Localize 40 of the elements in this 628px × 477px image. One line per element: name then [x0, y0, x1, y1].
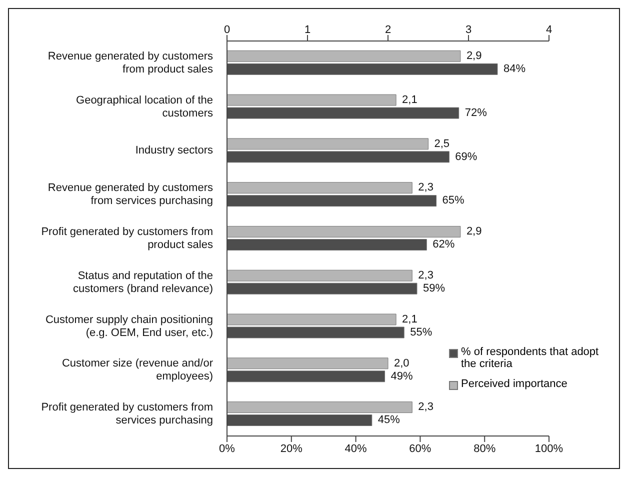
data-label: 65%	[442, 194, 465, 207]
x2-tick-label: 1	[304, 24, 311, 36]
x-tick-label: 0%	[219, 442, 236, 455]
data-label: 2,0	[394, 357, 410, 370]
data-label: 72%	[464, 106, 488, 119]
data-label: 49%	[390, 370, 414, 382]
y-tick-label: Customer supply chain positioning (e.g. OEM, End user, etc.)	[45, 314, 213, 339]
x2-tick-label: 0	[224, 24, 230, 36]
data-label: 2,3	[418, 401, 434, 414]
data-label: 2,9	[466, 226, 482, 238]
y-tick-label: Geographical location of the customers	[76, 94, 214, 120]
data-label: 2,9	[466, 50, 482, 62]
x-tick-label: 60%	[409, 442, 432, 455]
data-label: 2,3	[418, 182, 434, 194]
y-tick-label: Profit generated by customers from services purchasing	[41, 401, 213, 426]
data-label: 2,1	[402, 313, 418, 326]
x-tick-label: 40%	[344, 442, 368, 455]
y-tick-label: Revenue generated by customers from product sales	[48, 50, 214, 76]
y-tick-label: Industry sectors	[135, 144, 214, 157]
data-label: 55%	[410, 326, 432, 338]
y-tick-label: Status and reputation of the customers (brand relevance)	[72, 270, 213, 295]
data-label: 2,1	[402, 94, 418, 106]
data-label: 2,5	[434, 138, 450, 150]
legend-label: % of respondents that adopt the criteria	[461, 346, 599, 370]
legend-label: Perceived importance	[461, 378, 568, 390]
data-label: 59%	[422, 282, 446, 295]
data-label: 69%	[455, 150, 478, 163]
data-label: 62%	[432, 238, 455, 251]
y-tick-label: Profit generated by customers from product sales	[41, 226, 214, 251]
x-tick-label: 100%	[534, 442, 564, 455]
data-label: 2,3	[418, 270, 434, 282]
data-label: 84%	[503, 63, 526, 76]
x2-tick-label: 4	[546, 24, 552, 36]
y-tick-label: Revenue generated by customers from services purchasing	[48, 182, 214, 208]
x2-tick-label: 2	[384, 24, 392, 36]
data-label: 45%	[378, 414, 400, 426]
y-tick-label: Customer size (revenue and/or employees)	[62, 358, 214, 383]
x2-tick-label: 3	[465, 24, 472, 36]
x-tick-label: 80%	[474, 442, 496, 455]
x-tick-label: 20%	[280, 442, 303, 455]
